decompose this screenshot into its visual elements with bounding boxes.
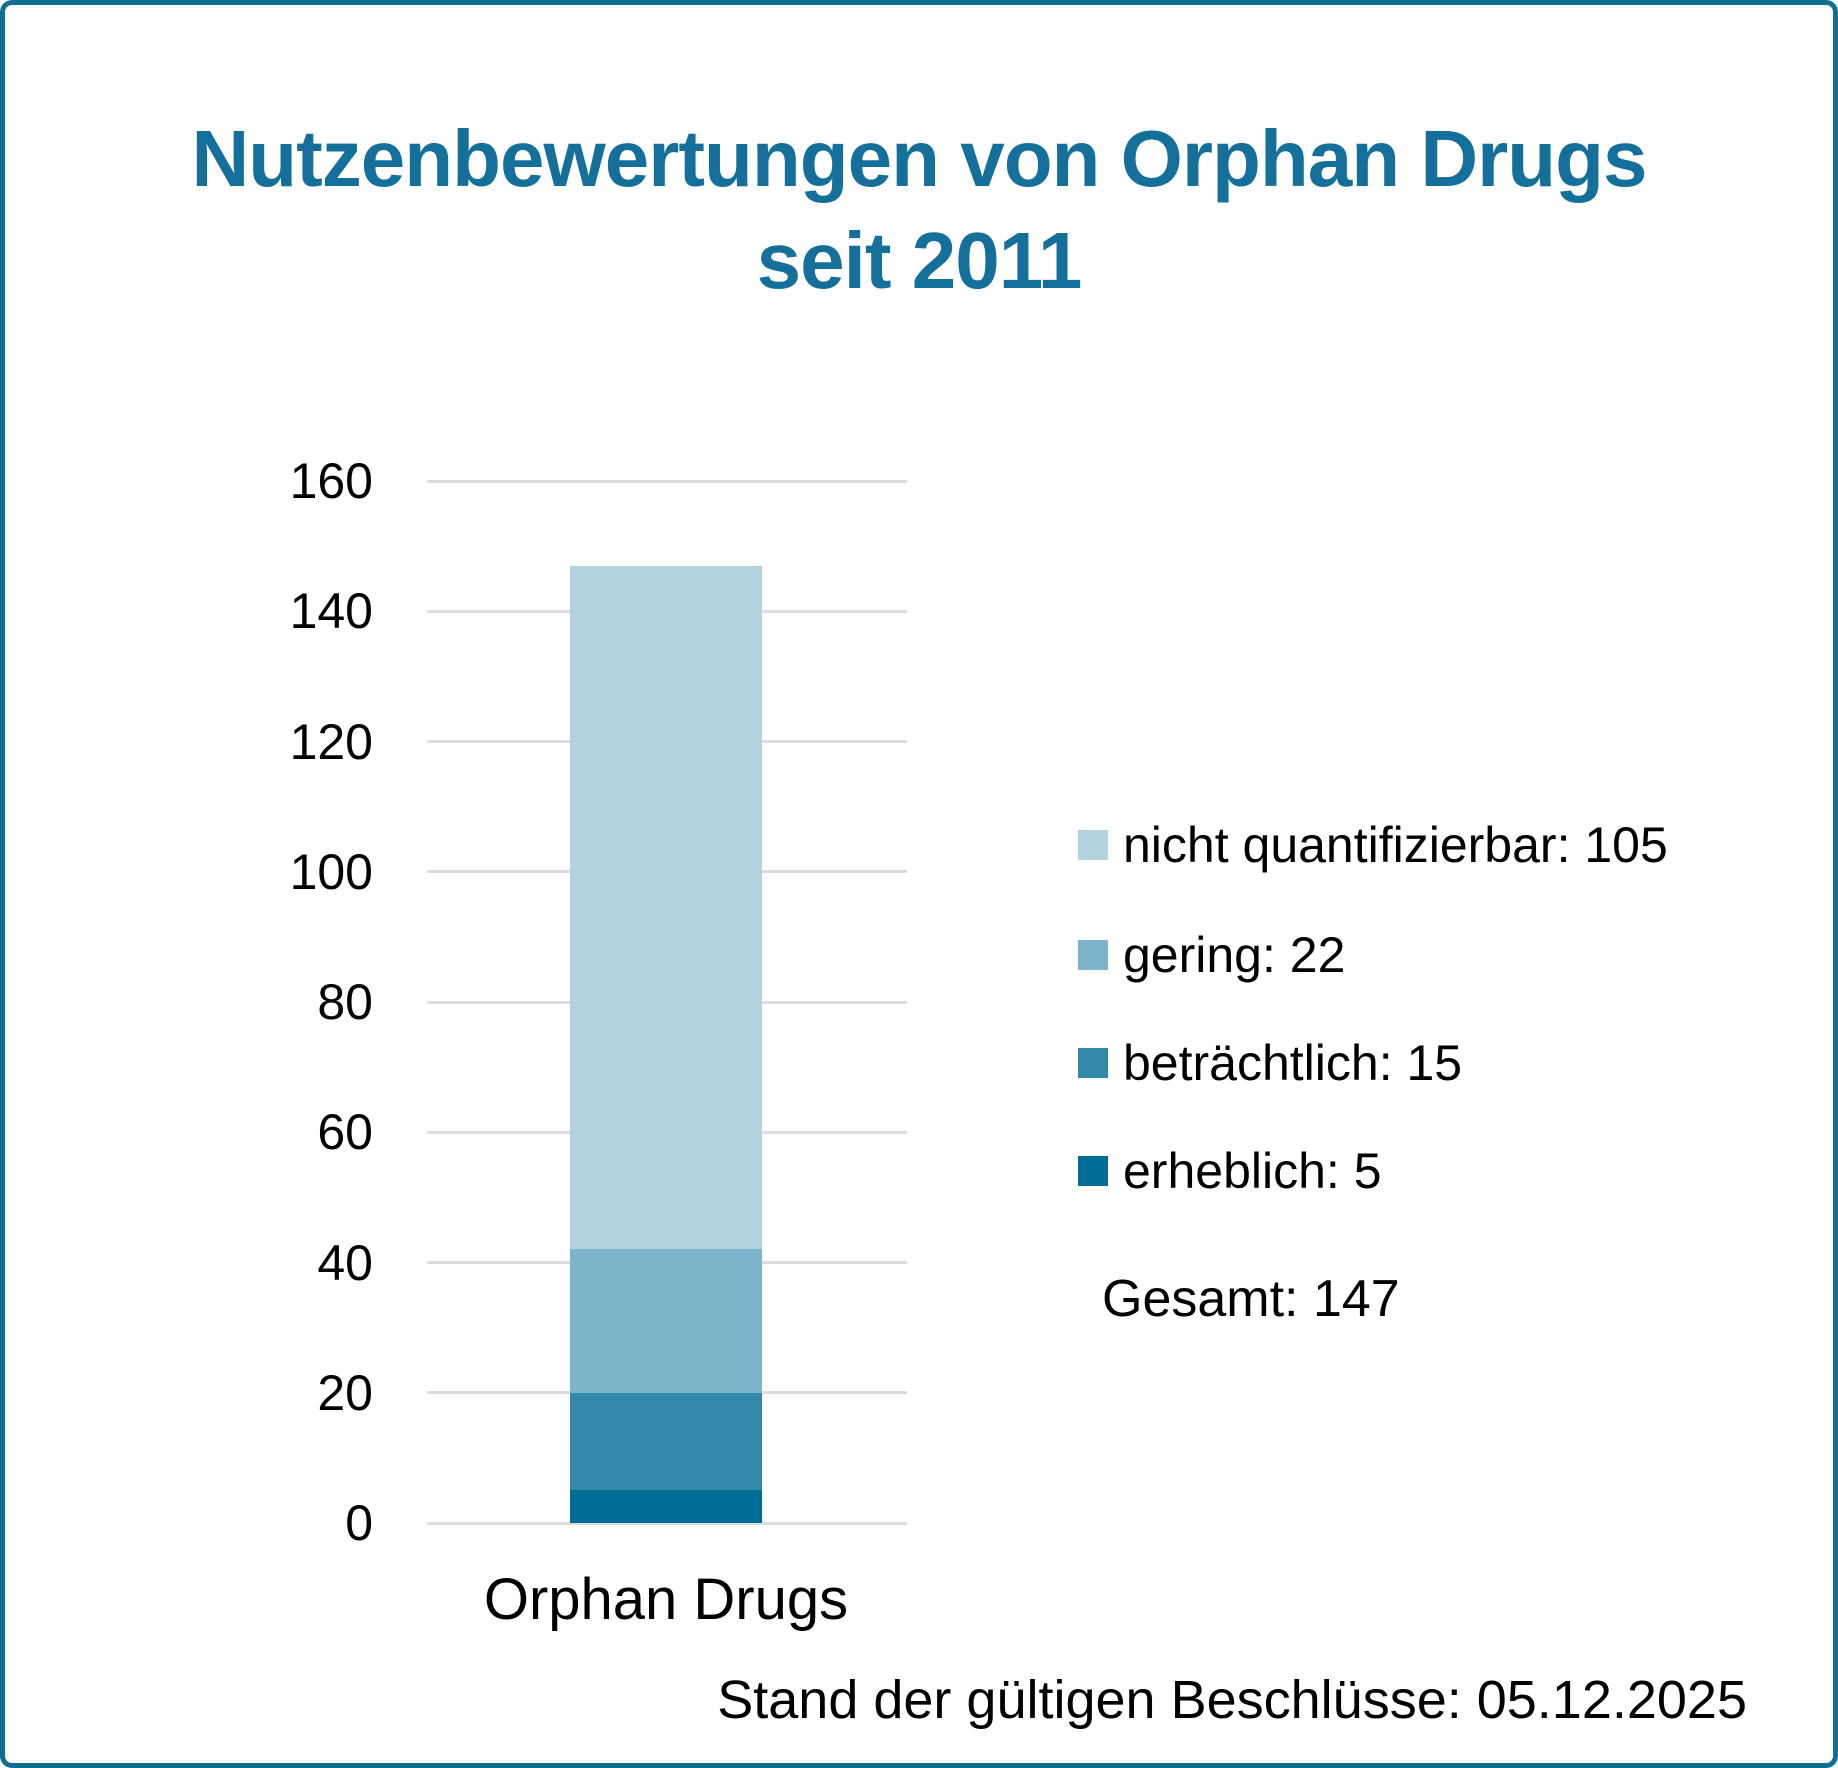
gridline-y-0 <box>427 1521 907 1525</box>
legend-swatch-betr-chtlich <box>1078 1048 1108 1078</box>
y-tick-label-160: 160 <box>289 453 373 509</box>
legend-swatch-nicht-quantifizierbar <box>1078 830 1108 860</box>
chart-title-line2: seit 2011 <box>756 216 1083 306</box>
total-label: Gesamt: 147 <box>1102 1270 1400 1328</box>
legend-label-erheblich: erheblich: 5 <box>1123 1143 1382 1199</box>
bar-segment-nicht-quantifizierbar <box>570 565 762 1250</box>
legend-swatch-erheblich <box>1078 1156 1108 1186</box>
gridline-y-160 <box>427 479 907 483</box>
legend-label-betr-chtlich: beträchtlich: 15 <box>1123 1035 1463 1091</box>
legend-swatch-gering <box>1078 940 1108 970</box>
y-tick-label-20: 20 <box>317 1364 373 1421</box>
y-tick-label-60: 60 <box>317 1104 373 1161</box>
bar-segment-betr-chtlich <box>570 1392 762 1491</box>
bar-segment-erheblich <box>570 1490 762 1523</box>
legend-label-nicht-quantifizierbar: nicht quantifizierbar: 105 <box>1123 817 1668 873</box>
y-tick-label-140: 140 <box>289 583 373 640</box>
y-tick-label-120: 120 <box>289 713 373 770</box>
legend-item-erheblich: erheblich: 5 <box>1078 1141 1382 1201</box>
legend-label-gering: gering: 22 <box>1123 927 1346 983</box>
y-tick-label-100: 100 <box>289 843 373 900</box>
chart-title: Nutzenbewertungen von Orphan Drugs seit … <box>0 108 1838 313</box>
footer-note: Stand der gültigen Beschlüsse: 05.12.202… <box>717 1670 1747 1730</box>
legend-item-gering: gering: 22 <box>1078 925 1345 985</box>
legend-item-nicht-quantifizierbar: nicht quantifizierbar: 105 <box>1078 815 1668 875</box>
y-tick-label-40: 40 <box>317 1234 373 1291</box>
y-tick-label-0: 0 <box>345 1495 373 1551</box>
y-tick-label-80: 80 <box>317 974 373 1030</box>
legend-item-betr-chtlich: beträchtlich: 15 <box>1078 1033 1462 1093</box>
chart-title-line1: Nutzenbewertungen von Orphan Drugs <box>191 114 1648 203</box>
x-category-label: Orphan Drugs <box>483 1567 849 1632</box>
bar-segment-gering <box>570 1249 762 1393</box>
